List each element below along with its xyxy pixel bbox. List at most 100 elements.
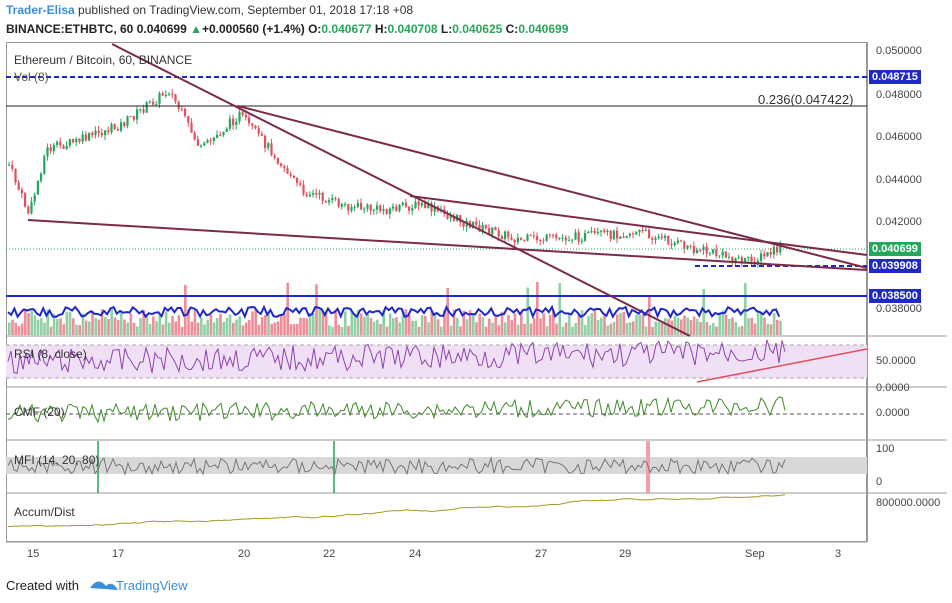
volume-bar xyxy=(568,312,571,335)
volume-bar xyxy=(456,317,459,335)
volume-bar xyxy=(411,320,414,335)
volume-bar xyxy=(603,315,606,335)
candle-body xyxy=(328,200,331,203)
price-tick: 0.050000 xyxy=(876,45,922,57)
volume-bar xyxy=(744,283,747,335)
accum-tick: 800000.0000 xyxy=(876,497,941,509)
candle-body xyxy=(232,118,235,126)
candle-body xyxy=(14,168,17,183)
candle-body xyxy=(145,102,148,113)
wedge-upper[interactable] xyxy=(409,195,868,256)
volume-bar xyxy=(225,318,229,335)
candle-body xyxy=(699,249,702,251)
volume-bar xyxy=(481,317,485,335)
volume-bar xyxy=(123,319,126,335)
volume-bar xyxy=(494,314,497,335)
ohlc-line: BINANCE:ETHBTC, 60 0.040699 ▲+0.000560 (… xyxy=(6,22,568,36)
volume-bar xyxy=(625,322,629,335)
candle-body xyxy=(312,193,315,195)
volume-bar xyxy=(347,325,350,335)
volume-bar xyxy=(468,310,472,335)
volume-bar xyxy=(376,319,379,335)
candle-body xyxy=(673,242,676,246)
volume-bar xyxy=(142,309,145,335)
volume-bar xyxy=(705,322,709,335)
volume-bar xyxy=(558,283,561,335)
candle-body xyxy=(196,139,199,146)
volume-bar xyxy=(497,325,501,335)
candle-body xyxy=(676,240,679,243)
candle-body xyxy=(395,206,398,211)
candle-body xyxy=(8,164,11,166)
volume-bar xyxy=(46,309,49,335)
volume-bar xyxy=(158,313,161,335)
candle-body xyxy=(740,257,743,263)
volume-bar xyxy=(161,324,165,335)
rsi-trendline[interactable] xyxy=(696,348,868,383)
candle-body xyxy=(363,208,366,210)
volume-bar xyxy=(702,288,705,335)
candle-body xyxy=(161,93,164,96)
volume-bar xyxy=(174,321,177,335)
candle-body xyxy=(248,117,251,124)
candle-body xyxy=(404,202,407,207)
candle-body xyxy=(24,193,27,207)
level-tag: 0.048715 xyxy=(869,70,921,84)
candle-body xyxy=(254,125,257,129)
candle-body xyxy=(564,237,567,241)
volume-bar xyxy=(270,323,273,335)
volume-bar xyxy=(296,323,299,335)
volume-bar xyxy=(206,319,209,335)
candle-body xyxy=(484,224,487,229)
candle-body xyxy=(296,177,299,184)
tradingview-link[interactable]: TradingView xyxy=(116,578,188,593)
volume-bar xyxy=(235,319,238,335)
volume-bar xyxy=(337,324,341,335)
volume-bar xyxy=(760,311,763,335)
volume-bar xyxy=(353,313,357,335)
volume-bar xyxy=(388,313,392,335)
volume-bar xyxy=(196,322,200,335)
volume-bar xyxy=(596,320,600,335)
candle-body xyxy=(299,183,302,185)
trendline-steep[interactable] xyxy=(111,43,691,337)
candle-body xyxy=(59,141,62,146)
volume-bar xyxy=(619,313,622,335)
candle-body xyxy=(190,122,193,133)
wedge-lower[interactable] xyxy=(27,219,868,271)
volume-bar xyxy=(232,322,235,335)
candle-body xyxy=(388,208,391,215)
volume-bar xyxy=(299,317,302,335)
volume-bar xyxy=(654,321,657,335)
candle-body xyxy=(257,128,260,134)
volume-bar xyxy=(200,317,203,335)
candle-body xyxy=(340,204,343,207)
author-link[interactable]: Trader-Elisa xyxy=(6,3,75,17)
volume-bar xyxy=(526,287,529,335)
volume-bar xyxy=(507,315,510,335)
candle-body xyxy=(494,227,497,231)
volume-bar xyxy=(664,317,667,335)
candle-body xyxy=(155,103,158,105)
candle-body xyxy=(292,175,295,178)
candle-body xyxy=(52,144,55,152)
volume-bar xyxy=(600,317,603,335)
fib-label: 0.236(0.047422) xyxy=(758,92,854,107)
volume-bar xyxy=(542,313,545,335)
price-axis[interactable] xyxy=(867,42,947,542)
candle-body xyxy=(78,138,81,142)
candle-body xyxy=(427,203,430,209)
volume-bar xyxy=(324,311,328,335)
candle-body xyxy=(408,206,411,211)
volume-bar xyxy=(97,319,101,335)
candle-body xyxy=(241,112,244,115)
volume-bar xyxy=(43,322,46,335)
open-value: 0.040677 xyxy=(321,22,372,36)
volume-bar xyxy=(443,310,446,335)
candle-body xyxy=(91,132,94,136)
candle-body xyxy=(209,140,212,142)
candle-body xyxy=(580,240,583,242)
price-tick: 0.038000 xyxy=(876,303,922,315)
candle-body xyxy=(641,229,644,232)
